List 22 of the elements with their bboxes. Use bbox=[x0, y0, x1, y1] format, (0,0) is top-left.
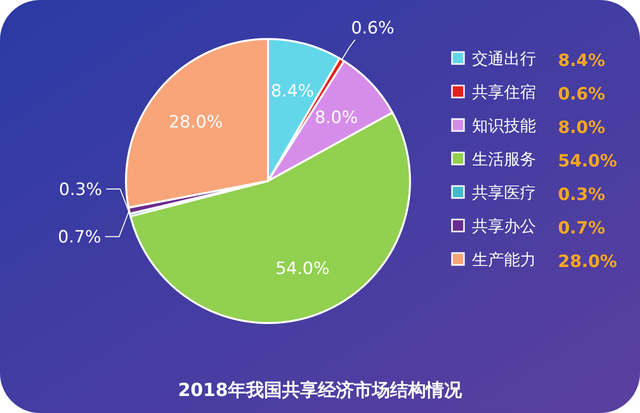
legend-label: 生活服务 bbox=[472, 150, 536, 168]
data-label: 54.0% bbox=[275, 259, 330, 280]
legend-label: 共享办公 bbox=[472, 216, 536, 236]
text: 2018年我国共享经济市场结构情况 bbox=[178, 380, 464, 401]
legend-label: 共享住宿 bbox=[472, 82, 536, 102]
text: 0.7% bbox=[558, 218, 606, 238]
text: 8.4% bbox=[558, 51, 606, 71]
text: 0.3% bbox=[558, 185, 606, 205]
legend-label: 生产能力 bbox=[472, 250, 536, 269]
text: 54.0% bbox=[558, 152, 617, 172]
data-label: 0.7% bbox=[58, 228, 102, 248]
data-label: 8.0% bbox=[314, 108, 358, 128]
text: 28.0% bbox=[558, 252, 617, 272]
data-label: 28.0% bbox=[168, 112, 223, 132]
text: 0.6% bbox=[558, 84, 606, 104]
legend-label: 知识技能 bbox=[472, 116, 536, 135]
data-label: 0.3% bbox=[58, 180, 102, 200]
legend-label: 交通出行 bbox=[472, 49, 536, 68]
data-label: 0.6% bbox=[351, 18, 394, 39]
data-label: 8.4% bbox=[270, 82, 314, 102]
text: 8.0% bbox=[558, 118, 606, 138]
legend-label: 共享医疗 bbox=[472, 183, 536, 202]
